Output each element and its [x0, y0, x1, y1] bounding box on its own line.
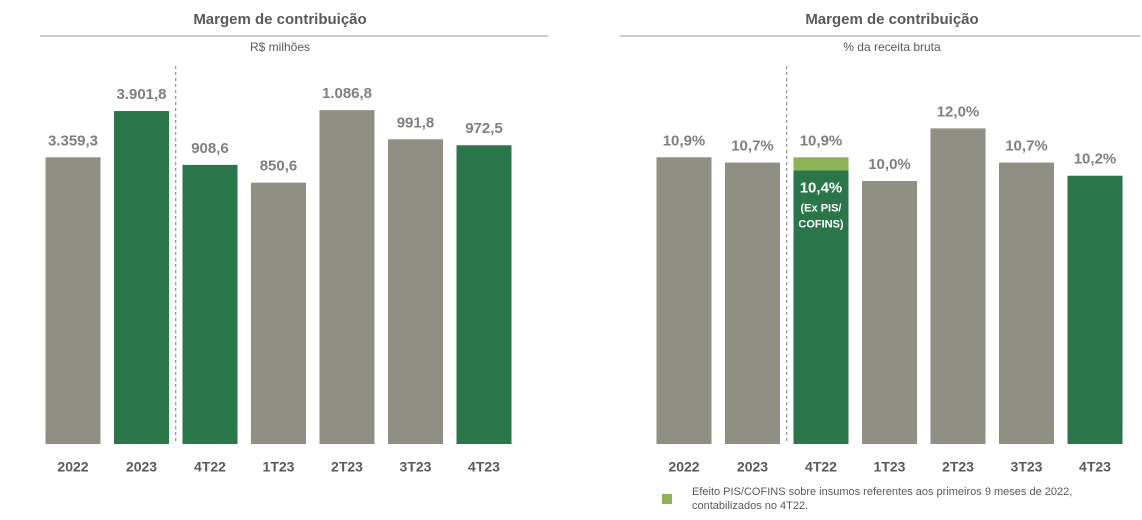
bar-note: (Ex PIS/ — [801, 202, 842, 214]
bar — [656, 157, 712, 444]
bar — [319, 110, 375, 444]
chart-subtitle: R$ milhões — [250, 40, 310, 54]
value-label: 10,7% — [731, 138, 774, 155]
value-label: 908,6 — [191, 140, 229, 157]
x-tick-label: 1T23 — [263, 459, 295, 475]
chart-title: Margem de contribuição — [805, 11, 978, 28]
x-tick-label: 2022 — [668, 459, 699, 475]
bar — [45, 157, 101, 445]
x-tick-label: 4T23 — [468, 459, 500, 475]
chart-title: Margem de contribuição — [193, 11, 366, 28]
value-label: 10,0% — [868, 156, 911, 173]
x-tick-label: 4T22 — [194, 459, 226, 475]
value-label: 10,9% — [663, 132, 706, 149]
bar — [999, 162, 1054, 444]
bar — [793, 170, 849, 444]
value-label: 850,6 — [260, 158, 298, 175]
annotation: 10,9% — [800, 132, 843, 149]
bar — [725, 162, 780, 444]
bar — [793, 157, 849, 171]
value-label: 10,7% — [1005, 138, 1048, 155]
value-label: 972,5 — [465, 120, 503, 137]
x-tick-label: 2T23 — [942, 459, 974, 475]
bar-inner-label: 10,4% — [800, 179, 843, 196]
x-tick-label: 2023 — [737, 459, 768, 475]
bar — [456, 145, 512, 445]
legend-label: Efeito PIS/COFINS sobre insumos referent… — [692, 486, 1073, 512]
legend: Efeito PIS/COFINS sobre insumos referent… — [662, 486, 1073, 512]
bar — [862, 180, 917, 444]
x-tick-label: 4T22 — [805, 459, 837, 475]
value-label: 991,8 — [397, 114, 435, 131]
bar — [114, 111, 169, 445]
x-tick-label: 2022 — [57, 459, 88, 475]
value-label: 10,2% — [1074, 151, 1117, 168]
legend-swatch — [662, 494, 672, 504]
bar-note: COFINS) — [798, 218, 844, 230]
bar — [1067, 175, 1123, 445]
x-tick-label: 3T23 — [400, 459, 432, 475]
value-label: 12,0% — [937, 103, 980, 120]
x-tick-label: 4T23 — [1079, 459, 1111, 475]
x-tick-label: 1T23 — [874, 459, 906, 475]
bar — [388, 139, 443, 445]
value-label: 3.359,3 — [48, 132, 98, 149]
bar — [182, 164, 238, 444]
value-label: 1.086,8 — [322, 85, 372, 102]
x-tick-label: 2T23 — [331, 459, 363, 475]
bar — [930, 128, 986, 445]
bar — [251, 182, 306, 444]
x-tick-label: 3T23 — [1011, 459, 1043, 475]
chart-subtitle: % da receita bruta — [843, 40, 941, 54]
value-label: 3.901,8 — [116, 86, 166, 103]
x-tick-label: 2023 — [126, 459, 157, 475]
